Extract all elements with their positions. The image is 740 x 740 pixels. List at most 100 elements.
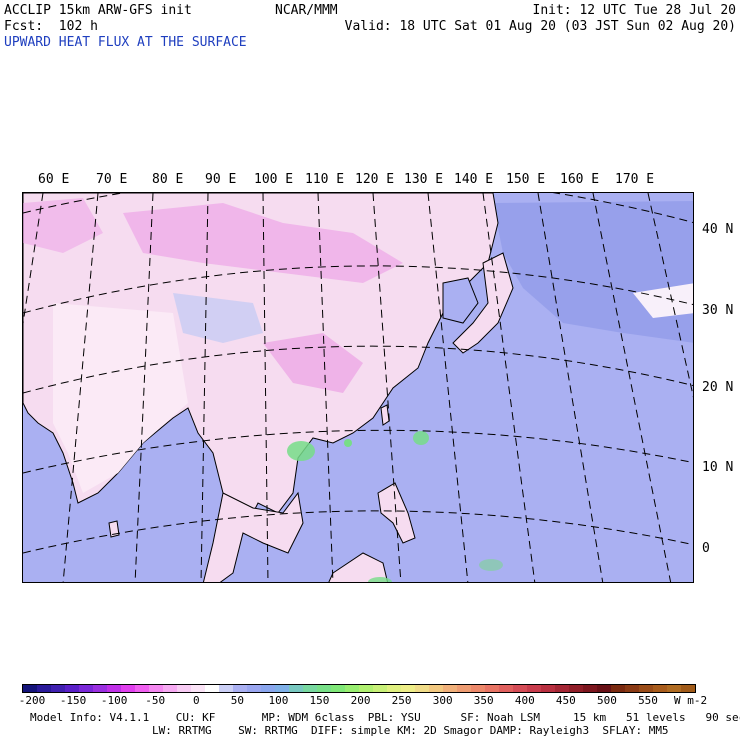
colorbar-swatch — [471, 685, 485, 692]
philippines — [377, 482, 416, 544]
lat-label-40n: 40 N — [702, 222, 734, 237]
colorbar-swatch — [65, 685, 79, 692]
colorbar-tick-label: 200 — [350, 694, 371, 707]
colorbar-tick-label: 550 — [638, 694, 658, 707]
colorbar-swatch — [37, 685, 51, 692]
lon-label-130e: 130 E — [404, 172, 444, 187]
colorbar-swatch — [107, 685, 121, 692]
lon-label-70e: 70 E — [96, 172, 128, 187]
ocean-patch-north-pacific — [493, 201, 693, 343]
colorbar-tick-label: -100 — [100, 694, 128, 707]
lon-label-120e: 120 E — [355, 172, 395, 187]
borneo — [328, 552, 389, 582]
flux-spot-equatorial — [479, 559, 503, 571]
colorbar-swatch — [289, 685, 303, 692]
lon-label-60e: 60 E — [38, 172, 70, 187]
colorbar-tick-label: 150 — [309, 694, 330, 707]
colorbar-swatch — [555, 685, 569, 692]
colorbar-tick-label: 100 — [268, 694, 289, 707]
colorbar-swatch — [331, 685, 345, 692]
lon-label-80e: 80 E — [152, 172, 184, 187]
tibet-patch — [173, 293, 263, 343]
lat-label-30n: 30 N — [702, 303, 734, 318]
flux-spot-south-china-sea — [344, 439, 352, 447]
colorbar-swatch — [177, 685, 191, 692]
lon-label-170e: 170 E — [615, 172, 655, 187]
colorbar-tick-label: -200 — [18, 694, 46, 707]
colorbar-tick-label: 350 — [473, 694, 494, 707]
lat-label-20n: 20 N — [702, 380, 734, 395]
colorbar-swatch — [149, 685, 163, 692]
colorbar-swatch — [23, 685, 37, 692]
lat-label-0: 0 — [702, 541, 710, 556]
taiwan — [380, 404, 390, 426]
lon-label-90e: 90 E — [205, 172, 237, 187]
lon-label-110e: 110 E — [305, 172, 345, 187]
colorbar-tick-label: 50 — [230, 694, 244, 707]
lon-label-150e: 150 E — [506, 172, 546, 187]
high-flux-china — [263, 333, 363, 393]
colorbar-swatch — [163, 685, 177, 692]
colorbar-swatch — [261, 685, 275, 692]
colorbar-swatch — [359, 685, 373, 692]
high-flux-mongolia — [123, 203, 403, 283]
sri-lanka — [108, 520, 120, 538]
colorbar-swatch — [51, 685, 65, 692]
india-shading — [53, 303, 188, 493]
colorbar-tick-label: 450 — [555, 694, 576, 707]
colorbar-swatch — [247, 685, 261, 692]
colorbar-swatch — [569, 685, 583, 692]
colorbar-tick-label: 0 — [192, 694, 200, 707]
model-info-line1: Model Info: V4.1.1 CU: KF MP: WDM 6class… — [30, 711, 740, 724]
colorbar-swatch — [373, 685, 387, 692]
colorbar-swatch — [625, 685, 639, 692]
colorbar-swatch — [233, 685, 247, 692]
lon-label-100e: 100 E — [254, 172, 294, 187]
colorbar-swatch — [191, 685, 205, 692]
colorbar-swatch — [513, 685, 527, 692]
model-title: ACCLIP 15km ARW-GFS init — [4, 3, 192, 18]
colorbar-swatch — [681, 685, 695, 692]
colorbar-tick-label: -150 — [59, 694, 87, 707]
lon-label-160e: 160 E — [560, 172, 600, 187]
japan — [452, 252, 514, 354]
field-title: UPWARD HEAT FLUX AT THE SURFACE — [4, 35, 247, 50]
colorbar-swatch — [541, 685, 555, 692]
high-flux-central-asia — [23, 198, 103, 253]
heat-flux-map — [22, 192, 694, 583]
model-info-line2: LW: RRTMG SW: RRTMG DIFF: simple KM: 2D … — [152, 724, 669, 737]
colorbar-swatch — [79, 685, 93, 692]
init-time: Init: 12 UTC Tue 28 Jul 20 — [532, 3, 737, 18]
colorbar-swatch — [401, 685, 415, 692]
colorbar-swatch — [345, 685, 359, 692]
pale-band-pacific — [633, 283, 693, 318]
colorbar-swatch — [457, 685, 471, 692]
colorbar-swatch — [303, 685, 317, 692]
colorbar-swatch — [611, 685, 625, 692]
colorbar-swatch — [205, 685, 219, 692]
lon-label-140e: 140 E — [454, 172, 494, 187]
colorbar-swatch — [499, 685, 513, 692]
colorbar — [22, 684, 696, 693]
map-canvas — [23, 193, 693, 582]
colorbar-swatch — [121, 685, 135, 692]
colorbar-unit: W m-2 — [674, 694, 708, 707]
colorbar-tick-label: 300 — [432, 694, 453, 707]
colorbar-tick-label: 250 — [391, 694, 412, 707]
lat-label-10n: 10 N — [702, 460, 734, 475]
colorbar-swatch — [429, 685, 443, 692]
forecast-hour: Fcst: 102 h — [4, 19, 98, 34]
colorbar-swatch — [639, 685, 653, 692]
colorbar-swatch — [653, 685, 667, 692]
colorbar-swatch — [317, 685, 331, 692]
colorbar-swatch — [135, 685, 149, 692]
colorbar-swatch — [219, 685, 233, 692]
colorbar-swatch — [667, 685, 681, 692]
colorbar-swatch — [583, 685, 597, 692]
colorbar-swatch — [275, 685, 289, 692]
colorbar-swatch — [415, 685, 429, 692]
colorbar-swatch — [93, 685, 107, 692]
longitude-grid — [23, 193, 693, 582]
colorbar-tick-label: -50 — [145, 694, 166, 707]
flux-spot-west-pacific — [413, 431, 429, 445]
